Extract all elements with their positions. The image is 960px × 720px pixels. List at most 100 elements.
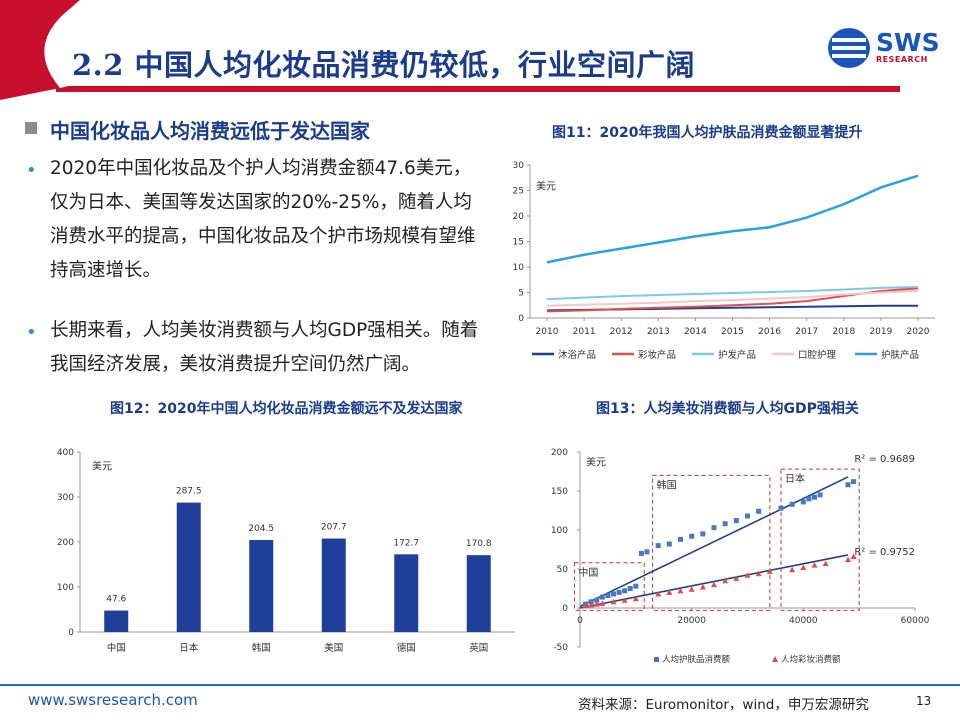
x-tick-label: 2011 (573, 327, 596, 337)
r2-label: R² = 0.9752 (854, 547, 915, 558)
bar-value-label: 207.7 (321, 523, 347, 533)
legend-label: 人均护肤品消费额 (662, 654, 731, 665)
data-point (699, 583, 706, 590)
region-box-韩国 (652, 474, 771, 611)
x-tick-label: 2015 (721, 327, 744, 337)
data-point (632, 595, 639, 602)
y-tick-label: 5 (518, 289, 524, 299)
fig11-caption: 图11：2020年我国人均护肤品消费金额显著提升 (552, 125, 863, 141)
data-point (789, 566, 796, 573)
region-box-日本 (780, 468, 860, 611)
y-tick-label: 20 (513, 212, 525, 222)
legend-label: 口腔护理 (798, 349, 837, 361)
fig12-caption: 图12：2020年中国人均化妆品消费金额远不及发达国家 (110, 401, 463, 417)
data-point (733, 518, 739, 524)
y-tick-label: 0 (518, 314, 524, 324)
region-label: 日本 (785, 472, 805, 485)
y-tick-label: 50 (557, 565, 569, 575)
data-point (599, 600, 606, 606)
data-point (766, 568, 773, 574)
data-point (638, 550, 644, 556)
x-tick-label: 美国 (324, 642, 343, 654)
fig13-caption: 图13：人均美妆消费额与人均GDP强相关 (596, 401, 859, 417)
y-tick-label: 25 (513, 187, 524, 197)
y-unit-label: 美元 (536, 179, 556, 192)
y-tick-label: -50 (553, 643, 568, 653)
data-point (666, 541, 672, 547)
x-tick-label: 0 (577, 616, 583, 626)
data-point (845, 556, 851, 563)
data-point (812, 494, 817, 500)
data-point (744, 572, 751, 578)
legend-label: 人均彩妆消费额 (781, 654, 841, 665)
data-point (655, 543, 661, 549)
x-tick-label: 2013 (647, 327, 670, 337)
data-point (745, 513, 750, 519)
data-point (633, 583, 639, 589)
x-tick-label: 英国 (469, 642, 488, 654)
y-unit-label: 美元 (92, 460, 112, 473)
legend-swatch (772, 656, 778, 662)
bar-美国 (321, 538, 346, 632)
data-point (621, 597, 628, 603)
bar-韩国 (249, 539, 274, 632)
data-point (711, 525, 717, 531)
data-point (850, 553, 857, 560)
y-unit-label: 美元 (586, 455, 606, 468)
footer-source: 资料来源：Euromonitor，wind，申万宏源研究 (578, 697, 869, 713)
y-tick-label: 0 (68, 628, 74, 638)
data-point (778, 505, 784, 511)
bullet-dot-icon: • (26, 160, 37, 181)
data-point (800, 564, 807, 570)
data-point (806, 496, 812, 502)
bar-日本 (176, 502, 201, 632)
page-number: 13 (916, 694, 932, 708)
footer-divider (0, 684, 960, 686)
fig12-bar-chart: 0 100 200 300 400 美元 47.6 中国 287.5 日本 204.5 韩国 207.7… (57, 448, 515, 654)
x-tick-label: 2018 (832, 327, 855, 337)
bar-英国 (466, 555, 491, 632)
bullet-text-1: 2020年中国化妆品及个护人均消费金额47.6美元，仅为日本、美国等发达国家的2… (50, 158, 476, 281)
bar-中国 (104, 610, 129, 632)
legend-label: 沐浴产品 (558, 349, 596, 361)
footer-url-link[interactable]: www.swsresearch.com (28, 691, 198, 709)
y-tick-label: 100 (551, 526, 568, 536)
y-tick-label: 200 (57, 538, 74, 548)
data-point (700, 531, 706, 537)
logo-text: SWS (876, 28, 940, 57)
data-point (599, 594, 605, 600)
data-point (644, 549, 650, 555)
data-point (627, 586, 633, 591)
x-tick-label: 40000 (789, 616, 818, 626)
logo-subtext: RESEARCH (876, 55, 928, 64)
trend-line (579, 476, 849, 608)
bar-value-label: 287.5 (176, 487, 202, 497)
data-point (605, 593, 611, 599)
x-tick-label: 2014 (684, 327, 707, 337)
data-point (588, 599, 594, 605)
r2-label: R² = 0.9689 (854, 454, 915, 465)
bar-value-label: 172.7 (393, 538, 419, 548)
y-tick-label: 10 (513, 263, 525, 273)
data-point (789, 501, 795, 507)
legend-label: 护发产品 (718, 349, 756, 361)
data-point (582, 602, 589, 609)
data-point (655, 590, 662, 597)
data-point (689, 533, 695, 539)
bullet-dot-icon: • (26, 322, 37, 343)
data-point (611, 591, 616, 597)
y-tick-label: 100 (57, 583, 74, 593)
x-tick-label: 2020 (907, 327, 930, 337)
y-tick-label: 300 (57, 493, 74, 503)
legend-label: 彩妆产品 (638, 349, 676, 361)
region-box-中国 (573, 562, 645, 611)
bar-德国 (394, 554, 419, 632)
x-tick-label: 60000 (901, 616, 930, 626)
legend-swatch (654, 657, 659, 662)
bar-value-label: 47.6 (106, 595, 126, 605)
data-point (594, 597, 600, 603)
series-line-护发产品 (546, 285, 919, 301)
region-label: 中国 (578, 566, 598, 579)
y-tick-label: 0 (562, 604, 568, 614)
